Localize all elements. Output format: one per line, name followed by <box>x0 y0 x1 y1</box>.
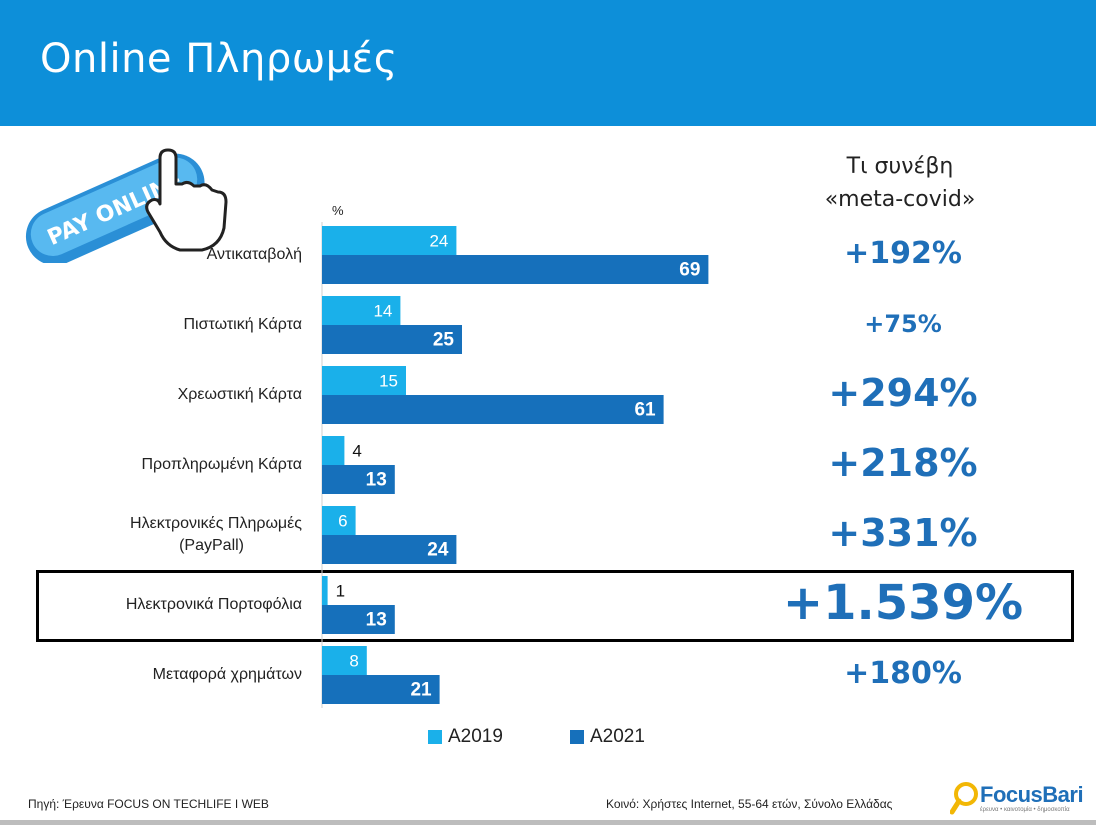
data-label-a2019: 8 <box>349 652 358 671</box>
bottom-rule <box>0 820 1096 825</box>
data-label-a2019: 6 <box>338 512 347 531</box>
bar-a2019 <box>322 226 457 255</box>
legend-item-a2019: A2019 <box>428 726 503 748</box>
category-label: Μεταφορά χρημάτων <box>152 666 302 683</box>
unit-label: % <box>332 203 344 218</box>
legend-swatch <box>428 730 442 744</box>
meta-title-line2: «meta-covid» <box>824 187 976 212</box>
legend-label: A2019 <box>448 726 503 747</box>
bar-a2019 <box>322 646 367 675</box>
change-value: +192% <box>844 236 962 272</box>
data-label-a2021: 13 <box>366 470 387 491</box>
header-bar: Online Πληρωμές <box>0 0 1096 126</box>
footer-sample: Κοινό: Χρήστες Internet, 55-64 ετών, Σύν… <box>606 797 893 811</box>
data-label-a2019: 15 <box>379 372 398 391</box>
data-label-a2019: 4 <box>352 442 361 461</box>
footer-source: Πηγή: Έρευνα FOCUS ON TECHLIFE I WEB <box>28 797 269 811</box>
category-label: Προπληρωμένη Κάρτα <box>141 456 303 473</box>
meta-title-line1: Τι συνέβη <box>846 154 954 179</box>
data-label-a2021: 61 <box>634 400 656 421</box>
bar-a2021 <box>322 255 709 284</box>
meta-covid-title: Τι συνέβη «meta-covid» <box>780 150 1020 216</box>
data-label-a2021: 13 <box>366 610 387 631</box>
brand-logo: FocusBari έρευνα • καινοτομία • δημοσκοπ… <box>950 778 1090 818</box>
change-value: +75% <box>864 310 942 339</box>
data-label-a2019: 24 <box>429 232 448 251</box>
category-label: Αντικαταβολή <box>206 246 302 263</box>
data-label-a2021: 21 <box>410 680 432 701</box>
bar-a2019 <box>322 506 356 535</box>
legend-item-a2021: A2021 <box>570 726 645 748</box>
hand-cursor-icon <box>145 148 228 252</box>
bar-a2019 <box>322 436 345 465</box>
bar-a2019 <box>322 576 328 605</box>
page-title: Online Πληρωμές <box>40 36 398 82</box>
data-label-a2019: 1 <box>336 582 345 601</box>
bar-a2021 <box>322 605 395 634</box>
bar-a2021 <box>322 325 462 354</box>
bar-a2021 <box>322 675 440 704</box>
change-value: +218% <box>828 441 978 486</box>
bar-a2019 <box>322 366 406 395</box>
brand-name: FocusBari <box>980 782 1084 807</box>
change-value: +331% <box>828 511 978 556</box>
bar-a2021 <box>322 395 664 424</box>
data-label-a2021: 25 <box>433 330 455 351</box>
change-value: +1.539% <box>782 575 1024 632</box>
category-label: Πιστωτική Κάρτα <box>183 316 302 333</box>
category-label: Ηλεκτρονικά Πορτοφόλια <box>125 596 302 613</box>
bar-a2021 <box>322 535 457 564</box>
category-label: Χρεωστική Κάρτα <box>177 386 302 403</box>
legend-label: A2021 <box>590 726 645 747</box>
pay-online-logo: PAY ONLINE <box>25 148 228 263</box>
magnifier-icon <box>950 782 978 815</box>
highlight-box <box>36 570 1074 642</box>
data-label-a2021: 69 <box>679 260 700 281</box>
data-label-a2021: 24 <box>427 540 449 561</box>
change-value: +180% <box>844 656 962 692</box>
legend-swatch <box>570 730 584 744</box>
change-value: +294% <box>828 371 978 416</box>
data-label-a2019: 14 <box>373 302 392 321</box>
brand-tagline: έρευνα • καινοτομία • δημοσκοπία <box>980 807 1070 813</box>
bar-a2019 <box>322 296 401 325</box>
bar-a2021 <box>322 465 395 494</box>
category-label: Ηλεκτρονικές Πληρωμές (PayPall) <box>130 515 302 554</box>
